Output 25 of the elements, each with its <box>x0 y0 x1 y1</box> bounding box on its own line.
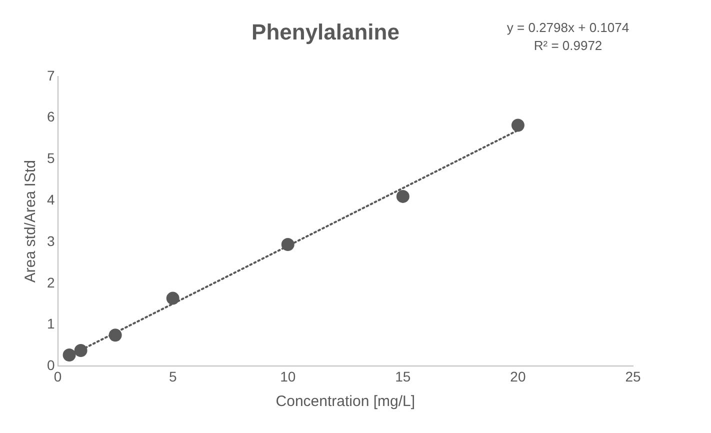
y-tick-label: 1 <box>46 316 55 332</box>
point <box>108 328 122 342</box>
chart-title: Phenylalanine <box>252 19 400 44</box>
y-axis-title: Area std/Area IStd <box>22 160 40 283</box>
y-tick-label: 6 <box>46 108 55 125</box>
x-tick-label: 20 <box>510 368 526 384</box>
point <box>511 118 524 132</box>
text: y = 0.2798x + 0.1074 <box>506 20 630 36</box>
y-tick-label: 2 <box>46 274 55 290</box>
x-tick-label: 10 <box>280 368 296 384</box>
y-tick-label: 3 <box>46 232 55 249</box>
x-tick-label: 5 <box>168 368 177 384</box>
point <box>74 344 88 357</box>
x-tick-label: 25 <box>625 368 641 384</box>
text: R² = 0.9972 <box>534 38 602 54</box>
y-tick-label: 4 <box>46 191 55 208</box>
point <box>62 348 76 362</box>
x-tick-label: 15 <box>395 368 411 384</box>
point <box>166 292 180 305</box>
y-tick-label: 7 <box>46 67 55 84</box>
y-tick-label: 5 <box>46 150 55 166</box>
y-tick-label: 0 <box>46 357 55 374</box>
point <box>396 190 410 203</box>
x-axis-title: Concentration [mg/L] <box>276 393 416 410</box>
point <box>281 238 294 251</box>
